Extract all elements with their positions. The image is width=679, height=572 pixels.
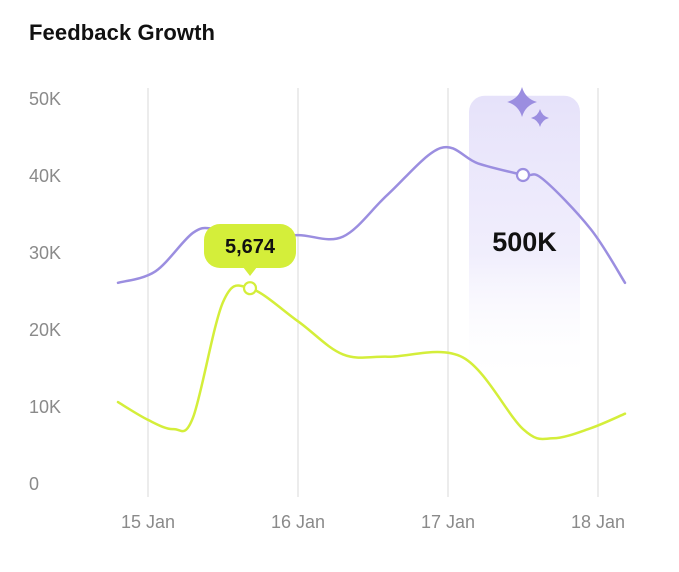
y-tick-label: 20K (29, 320, 61, 340)
tooltip-pointer (243, 267, 257, 276)
sparkle-small-icon (531, 109, 549, 127)
x-tick-label: 15 Jan (121, 512, 175, 532)
x-tick-label: 18 Jan (571, 512, 625, 532)
series-line-purple (116, 145, 627, 285)
y-tick-label: 50K (29, 89, 61, 109)
tooltip-bubble (204, 224, 296, 268)
x-tick-label: 17 Jan (421, 512, 475, 532)
highlight-point-marker[interactable] (515, 167, 531, 183)
y-tick-label: 40K (29, 166, 61, 186)
chart-title: Feedback Growth (29, 20, 216, 45)
tooltip-value: 5,674 (225, 236, 276, 258)
tooltip-point-marker[interactable] (242, 281, 258, 296)
y-tick-label: 10K (29, 397, 61, 417)
sparkle-icon (507, 87, 537, 117)
y-tick-label: 30K (29, 243, 61, 263)
x-tick-label: 16 Jan (271, 512, 325, 532)
highlight-value: 500K (492, 227, 557, 257)
y-tick-label: 0 (29, 474, 39, 494)
series-line-green (116, 284, 627, 441)
